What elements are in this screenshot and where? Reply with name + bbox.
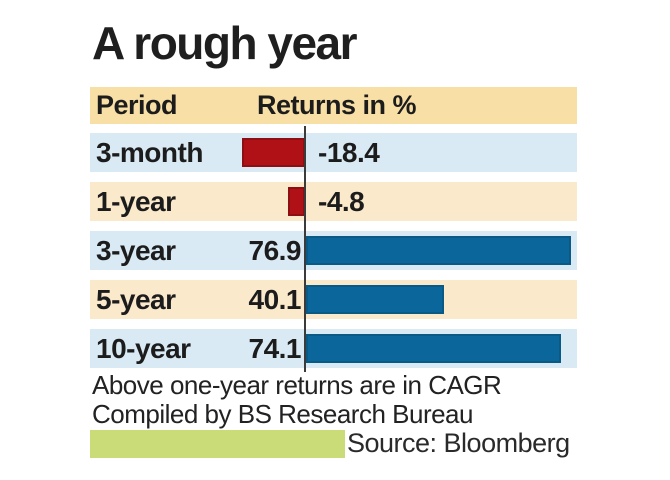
bar-3-year <box>306 236 571 265</box>
table-row-10-year: 10-year 74.1 <box>90 329 577 368</box>
column-header-period: Period <box>96 90 178 120</box>
value-label: 40.1 <box>248 284 302 315</box>
bar-chart: Period Returns in % 3-month -18.4 1-year… <box>90 87 577 372</box>
table-header-row: Period Returns in % <box>90 87 577 124</box>
bar-3-month <box>242 138 305 167</box>
bar-5-year <box>306 285 444 314</box>
table-row-1-year: 1-year -4.8 <box>90 182 577 221</box>
value-label: -4.8 <box>318 186 365 217</box>
period-label: 3-year <box>96 235 176 266</box>
bar-1-year <box>288 187 305 216</box>
footnote-compiled-by: Compiled by BS Research Bureau <box>92 399 473 429</box>
period-label: 5-year <box>96 284 176 315</box>
period-label: 1-year <box>96 186 176 217</box>
bar-10-year <box>306 334 561 363</box>
zero-baseline <box>304 126 306 372</box>
chart-title: A rough year <box>92 17 358 69</box>
source-accent-bar <box>90 430 345 458</box>
value-label: 74.1 <box>248 333 302 364</box>
value-label: -18.4 <box>318 137 380 168</box>
table-row-5-year: 5-year 40.1 <box>90 280 577 319</box>
footnote-cagr: Above one-year returns are in CAGR <box>92 370 502 400</box>
column-header-returns: Returns in % <box>257 90 417 120</box>
source-credit: Source: Bloomberg <box>347 428 570 458</box>
value-label: 76.9 <box>248 235 302 266</box>
table-row-3-year: 3-year 76.9 <box>90 231 577 270</box>
period-label: 3-month <box>96 137 203 168</box>
table-row-3-month: 3-month -18.4 <box>90 133 577 172</box>
period-label: 10-year <box>96 333 191 364</box>
